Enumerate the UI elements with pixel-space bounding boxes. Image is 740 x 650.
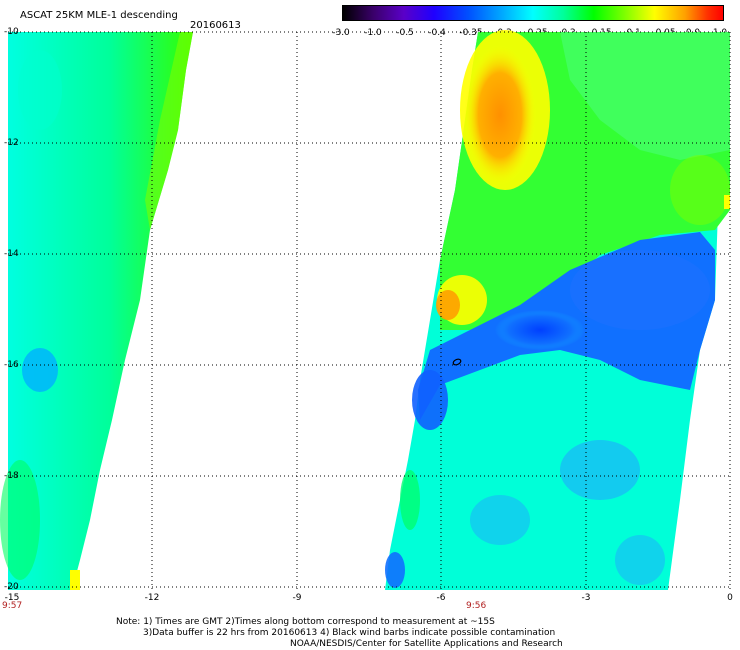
- lon-label: -6: [436, 593, 446, 603]
- lat-label: -10: [4, 27, 19, 37]
- grid: [8, 31, 731, 590]
- colorbar-tick: -1.0: [364, 28, 382, 38]
- lon-label: -9: [292, 593, 302, 603]
- lat-label: -18: [4, 471, 19, 481]
- colorbar-tick: -3.0: [332, 28, 350, 38]
- colorbar-tick: -0.5: [396, 28, 414, 38]
- colorbar-tick: -0.35: [459, 28, 483, 38]
- colorbar: [342, 5, 724, 21]
- lat-label: -14: [4, 249, 19, 259]
- left-swath: [0, 32, 193, 590]
- right-swath: [385, 30, 730, 590]
- time-label-left: 9:57: [2, 601, 23, 611]
- lat-label: -12: [4, 138, 19, 148]
- colorbar-tick: -0.4: [428, 28, 446, 38]
- map-date: 20160613: [190, 20, 241, 31]
- lon-label: -12: [144, 593, 160, 603]
- lon-label: -15: [4, 593, 20, 603]
- lat-label: -16: [4, 360, 19, 370]
- note-line-3: NOAA/NESDIS/Center for Satellite Applica…: [290, 639, 563, 649]
- lon-label: -3: [581, 593, 591, 603]
- time-label-right: 9:56: [466, 601, 487, 611]
- ellipse-marker-icon: [452, 358, 462, 366]
- lon-label: 0: [727, 593, 733, 603]
- note-line-2: 3)Data buffer is 22 hrs from 20160613 4)…: [143, 628, 556, 638]
- lat-label: -20: [4, 582, 19, 592]
- map-title: ASCAT 25KM MLE-1 descending: [20, 10, 178, 21]
- note-line-1: Note: 1) Times are GMT 2)Times along bot…: [116, 617, 495, 627]
